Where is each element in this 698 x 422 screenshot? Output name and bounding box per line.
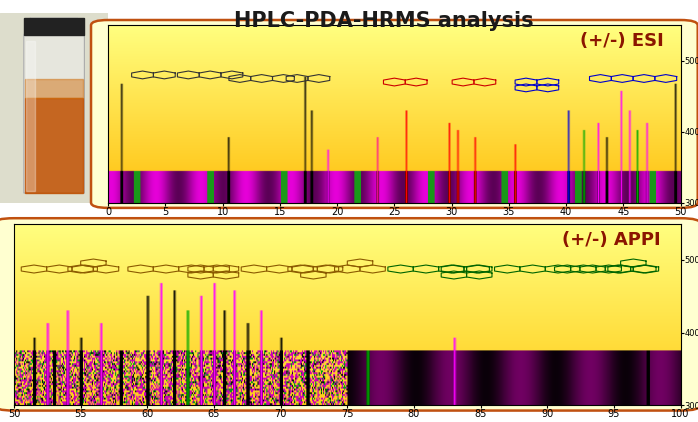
FancyBboxPatch shape [0, 218, 698, 411]
Text: (+/-) APPI: (+/-) APPI [562, 231, 660, 249]
Polygon shape [25, 98, 83, 193]
FancyBboxPatch shape [91, 20, 698, 208]
Polygon shape [25, 79, 83, 98]
Polygon shape [24, 18, 84, 193]
X-axis label: Time (min): Time (min) [368, 219, 421, 230]
Text: HPLC-PDA-HRMS analysis: HPLC-PDA-HRMS analysis [234, 11, 534, 30]
Text: (+/-) ESI: (+/-) ESI [579, 32, 663, 50]
Polygon shape [26, 41, 35, 191]
Polygon shape [24, 18, 84, 35]
